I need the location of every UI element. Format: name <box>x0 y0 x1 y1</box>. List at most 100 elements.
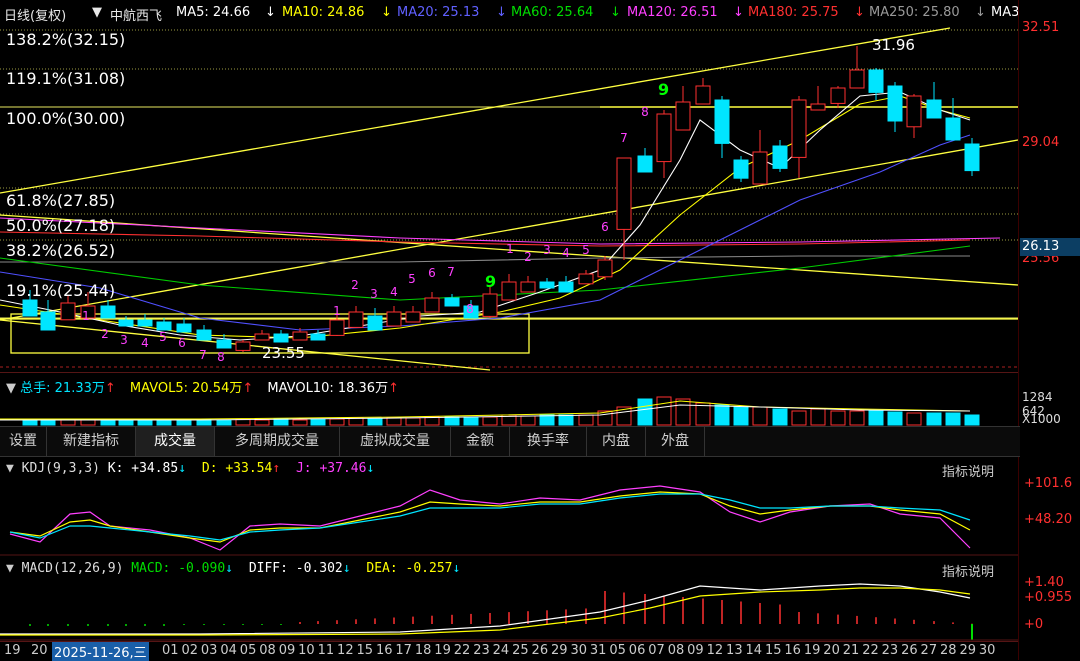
volume-bar-up <box>329 418 345 426</box>
candle-down <box>637 155 653 173</box>
volume-bar-up <box>520 415 536 426</box>
indicator-tab-bar: 设置 新建指标 成交量 多周期成交量 虚拟成交量 金额 换手率 内盘 外盘 <box>0 426 1020 457</box>
volume-bar-down <box>137 419 153 426</box>
volume-bar-down <box>310 418 326 426</box>
date-tick: 09 <box>278 643 296 658</box>
candle-up <box>752 151 768 185</box>
date-tick: 16 <box>375 643 393 658</box>
volume-bar-down <box>367 418 383 426</box>
volume-axis-mid: 642 <box>1022 404 1045 418</box>
date-tick: 17 <box>395 643 412 658</box>
ma250-value: MA250: 25.80 <box>869 5 960 20</box>
macd-collapse-icon[interactable]: ▼ <box>6 561 14 576</box>
volume-bar-down <box>463 416 479 426</box>
volume-bar-up <box>695 402 711 426</box>
macd-chart[interactable] <box>0 556 1018 641</box>
kdj-k: K: +34.85 <box>107 461 179 476</box>
mavol10-line <box>0 404 971 421</box>
selected-date: 2025-11-26,三 <box>52 642 149 661</box>
date-tick: 02 <box>181 643 198 658</box>
trend-line-upper <box>0 27 951 194</box>
price-axis-top: 32.51 <box>1022 20 1060 35</box>
candle-down <box>539 281 555 289</box>
mavol10-value: MAVOL10: 18.36万 <box>267 381 389 396</box>
td-count: 8 <box>641 105 649 119</box>
macd-axis-b: +0.955 <box>1024 590 1073 605</box>
volume-chart[interactable] <box>0 395 1018 426</box>
td-count: 7 <box>620 131 628 145</box>
date-tick: 12 <box>337 643 354 658</box>
date-tick: 06 <box>628 643 646 658</box>
candle-up <box>80 305 96 319</box>
tab-amount[interactable]: 金额 <box>451 427 510 456</box>
date-tick: 01 <box>162 643 179 658</box>
ma60-value: MA60: 25.64 <box>511 5 594 20</box>
date-tick: 16 <box>784 643 801 658</box>
volume-bar-down <box>868 410 884 426</box>
volume-bar-down <box>637 398 653 426</box>
candle-up <box>830 87 846 104</box>
tab-inner-volume[interactable]: 内盘 <box>587 427 646 456</box>
candle-down <box>444 297 460 307</box>
candle-up <box>235 341 251 351</box>
date-tick: 05 <box>239 643 257 658</box>
candle-down <box>887 85 903 122</box>
tab-virtual-volume[interactable]: 虚拟成交量 <box>340 427 451 456</box>
date-tick: 09 <box>687 643 704 658</box>
volume-collapse-icon[interactable]: ▼ <box>6 381 16 396</box>
macd-axis-c: +0 <box>1024 617 1044 632</box>
volume-bar-down <box>176 419 192 426</box>
candle-up <box>849 69 865 89</box>
volume-bar-up <box>292 419 308 426</box>
kdj-chart[interactable] <box>0 456 1018 556</box>
candle-down <box>216 339 232 349</box>
range-box <box>10 313 530 354</box>
tab-outer-volume[interactable]: 外盘 <box>646 427 705 456</box>
tab-settings[interactable]: 设置 <box>0 427 47 456</box>
td-count: 3 <box>543 243 551 257</box>
ma180-line <box>0 231 971 247</box>
candle-down <box>22 299 38 317</box>
kdj-j-line <box>9 485 971 551</box>
date-tick: 19 <box>803 643 821 658</box>
date-tick: 29 <box>959 643 976 658</box>
candle-up <box>60 302 76 321</box>
date-tick: 08 <box>667 643 685 658</box>
td-count: 2 <box>524 250 532 264</box>
kdj-help-link[interactable]: 指标说明 <box>942 465 995 480</box>
volume-bar-down <box>273 418 289 426</box>
ma60-line <box>0 245 971 301</box>
period-label[interactable]: 日线(复权) <box>4 9 67 24</box>
price-axis-mid: 29.04 <box>1022 135 1060 150</box>
candle-up <box>906 95 922 128</box>
mavol5-arrow: ↑ <box>242 381 254 396</box>
volume-bar-up <box>405 417 421 426</box>
candle-down <box>945 117 961 141</box>
macd-dea-line <box>0 587 971 636</box>
candle-up <box>597 259 613 278</box>
tab-volume[interactable]: 成交量 <box>136 427 215 456</box>
volume-bar-up <box>656 396 672 426</box>
macd-arrow: ↓ <box>225 561 233 576</box>
tab-turnover[interactable]: 换手率 <box>510 427 587 456</box>
candle-up <box>424 297 440 313</box>
kdj-collapse-icon[interactable]: ▼ <box>6 461 14 476</box>
candle-down <box>196 329 212 341</box>
td-count: 5 <box>582 243 590 257</box>
macd-help-link[interactable]: 指标说明 <box>942 565 995 580</box>
macd-header: ▼ MACD(12,26,9) MACD: -0.090↓ DIFF: -0.3… <box>6 561 460 576</box>
tab-new-indicator[interactable]: 新建指标 <box>47 427 136 456</box>
volume-bar-down <box>156 420 172 426</box>
fib-label: 61.8%(27.85) <box>6 191 116 210</box>
td-count: 6 <box>601 220 609 234</box>
tab-multi-period-volume[interactable]: 多周期成交量 <box>215 427 340 456</box>
kdj-axis-top: +101.6 <box>1024 476 1073 491</box>
period-dropdown-icon[interactable]: ▼ <box>92 5 102 20</box>
kdj-d: D: +33.54 <box>201 461 273 476</box>
ma250-arrow: ↓ <box>975 5 986 20</box>
candle-up <box>501 281 517 301</box>
volume-bar-down <box>772 408 788 426</box>
date-axis: 19 20 2025-11-26,三 01 02 03 04 05 08 09 10 11 12 1… <box>0 641 1018 661</box>
volume-arrow: ↑ <box>104 381 116 396</box>
